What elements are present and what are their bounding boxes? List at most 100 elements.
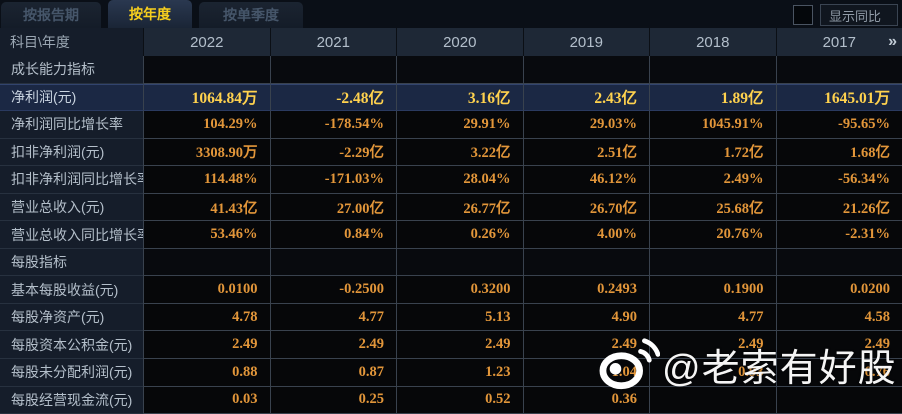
value-cell: 0.26% xyxy=(396,221,523,249)
row-label: 扣非净利润同比增长率 xyxy=(0,166,143,194)
table-row: 扣非净利润同比增长率 114.48% -171.03% 28.04% 46.12% 2.4… xyxy=(0,166,902,194)
year-header-2022: 2022 xyxy=(143,28,270,56)
table-row: 每股资本公积金(元) 2.49 2.49 2.49 2.49 2.49 2.49 xyxy=(0,331,902,360)
table-row: 净利润同比增长率 104.29% -178.54% 29.91% 29.03% 1045.… xyxy=(0,111,902,139)
value-cell: -2.29亿 xyxy=(269,138,396,167)
table-body: 成长能力指标 净利润(元) 1064.84万 -2.48亿 3.16亿 2.43亿 1.89… xyxy=(0,56,902,414)
value-cell: 0.88 xyxy=(143,359,270,387)
value-cell: 4.58 xyxy=(775,303,902,332)
year-header-2019: 2019 xyxy=(522,28,649,56)
value-cell: 0.52 xyxy=(396,386,523,414)
year-label: 2017 xyxy=(822,33,856,51)
year-label: 2022 xyxy=(190,33,224,51)
row-label: 每股未分配利润(元) xyxy=(0,359,143,387)
row-label: 扣非净利润(元) xyxy=(0,138,143,167)
value-cell: 2.49 xyxy=(269,331,396,360)
table-row: 每股未分配利润(元) 0.88 0.87 1.23 1.04 0.93 0.76 xyxy=(0,359,902,387)
table-row: 营业总收入(元) 41.43亿 27.00亿 26.77亿 26.70亿 25.68亿 21… xyxy=(0,193,902,222)
value-cell: 114.48% xyxy=(143,166,270,194)
row-label: 每股经营现金流(元) xyxy=(0,386,143,414)
value-cell xyxy=(396,56,523,84)
value-cell: 20.76% xyxy=(649,221,776,249)
value-cell: 2.43亿 xyxy=(522,83,649,112)
section-header-row: 成长能力指标 xyxy=(0,56,902,84)
value-cell: 4.77 xyxy=(269,303,396,332)
value-cell: 1045.91% xyxy=(649,111,776,139)
value-cell: 5.13 xyxy=(396,303,523,332)
value-cell: 2.49 xyxy=(396,331,523,360)
value-cell: 2.49 xyxy=(775,331,902,360)
value-cell: 2.49 xyxy=(522,331,649,360)
more-years-chevron-icon[interactable]: » xyxy=(888,33,897,50)
year-label: 2019 xyxy=(569,33,603,51)
table-row: 每股净资产(元) 4.78 4.77 5.13 4.90 4.77 4.58 xyxy=(0,303,902,332)
year-header-2018: 2018 xyxy=(649,28,776,56)
row-label: 净利润(元) xyxy=(0,83,143,112)
value-cell: 3.22亿 xyxy=(396,138,523,167)
value-cell xyxy=(775,386,902,414)
value-cell: 1.04 xyxy=(522,359,649,387)
value-cell xyxy=(649,386,776,414)
table-header-row: 科目\年度 2022 2021 2020 2019 2018 2017 » xyxy=(0,28,902,56)
table-row: 净利润(元) 1064.84万 -2.48亿 3.16亿 2.43亿 1.89亿 1645.… xyxy=(0,83,902,112)
value-cell: 4.78 xyxy=(143,303,270,332)
value-cell: 0.36 xyxy=(522,386,649,414)
value-cell: -56.34% xyxy=(775,166,902,194)
section-header-row: 每股指标 xyxy=(0,248,902,277)
value-cell xyxy=(143,56,270,84)
value-cell: 29.91% xyxy=(396,111,523,139)
value-cell: 2.51亿 xyxy=(522,138,649,167)
row-label: 净利润同比增长率 xyxy=(0,111,143,139)
value-cell: 28.04% xyxy=(396,166,523,194)
value-cell: 4.77 xyxy=(649,303,776,332)
value-cell: 1.72亿 xyxy=(649,138,776,167)
value-cell: 1645.01万 xyxy=(775,83,902,112)
value-cell: 4.90 xyxy=(522,303,649,332)
value-cell: -2.31% xyxy=(775,221,902,249)
value-cell: 1064.84万 xyxy=(143,83,270,112)
row-label: 基本每股收益(元) xyxy=(0,276,143,304)
value-cell: 2.49% xyxy=(649,166,776,194)
table-row: 营业总收入同比增长率 53.46% 0.84% 0.26% 4.00% 20.76% -2.… xyxy=(0,221,902,249)
row-label: 成长能力指标 xyxy=(0,56,143,84)
tab-by-quarter[interactable]: 按单季度 xyxy=(199,2,303,28)
year-label: 2018 xyxy=(696,33,730,51)
value-cell: -0.2500 xyxy=(269,276,396,304)
tab-by-report-period[interactable]: 按报告期 xyxy=(1,2,101,28)
value-cell: -171.03% xyxy=(269,166,396,194)
row-label: 每股指标 xyxy=(0,248,143,277)
value-cell: 27.00亿 xyxy=(269,193,396,222)
value-cell: 104.29% xyxy=(143,111,270,139)
value-cell: 0.0100 xyxy=(143,276,270,304)
year-header-2017: 2017 » xyxy=(775,28,902,56)
value-cell: 4.00% xyxy=(522,221,649,249)
value-cell: 0.0200 xyxy=(775,276,902,304)
show-yoy-label[interactable]: 显示同比 xyxy=(819,4,898,26)
value-cell: 1.23 xyxy=(396,359,523,387)
value-cell xyxy=(775,248,902,277)
show-yoy-checkbox[interactable] xyxy=(792,5,813,25)
value-cell: 0.1900 xyxy=(649,276,776,304)
corner-header: 科目\年度 xyxy=(0,28,143,56)
value-cell: 1.68亿 xyxy=(775,138,902,167)
year-header-2021: 2021 xyxy=(269,28,396,56)
value-cell: -178.54% xyxy=(269,111,396,139)
value-cell: 0.2493 xyxy=(522,276,649,304)
value-cell xyxy=(649,56,776,84)
table-row: 每股经营现金流(元) 0.03 0.25 0.52 0.36 xyxy=(0,386,902,414)
tab-by-year[interactable]: 按年度 xyxy=(108,0,192,28)
value-cell xyxy=(775,56,902,84)
value-cell: 0.76 xyxy=(775,359,902,387)
row-label: 每股净资产(元) xyxy=(0,303,143,332)
year-label: 2021 xyxy=(316,33,350,51)
value-cell xyxy=(269,56,396,84)
row-label: 营业总收入同比增长率 xyxy=(0,221,143,249)
value-cell: 0.93 xyxy=(649,359,776,387)
value-cell: 0.25 xyxy=(269,386,396,414)
row-label: 每股资本公积金(元) xyxy=(0,331,143,360)
value-cell: 3.16亿 xyxy=(396,83,523,112)
value-cell: 21.26亿 xyxy=(775,193,902,222)
value-cell: 29.03% xyxy=(522,111,649,139)
value-cell xyxy=(269,248,396,277)
value-cell: 26.77亿 xyxy=(396,193,523,222)
